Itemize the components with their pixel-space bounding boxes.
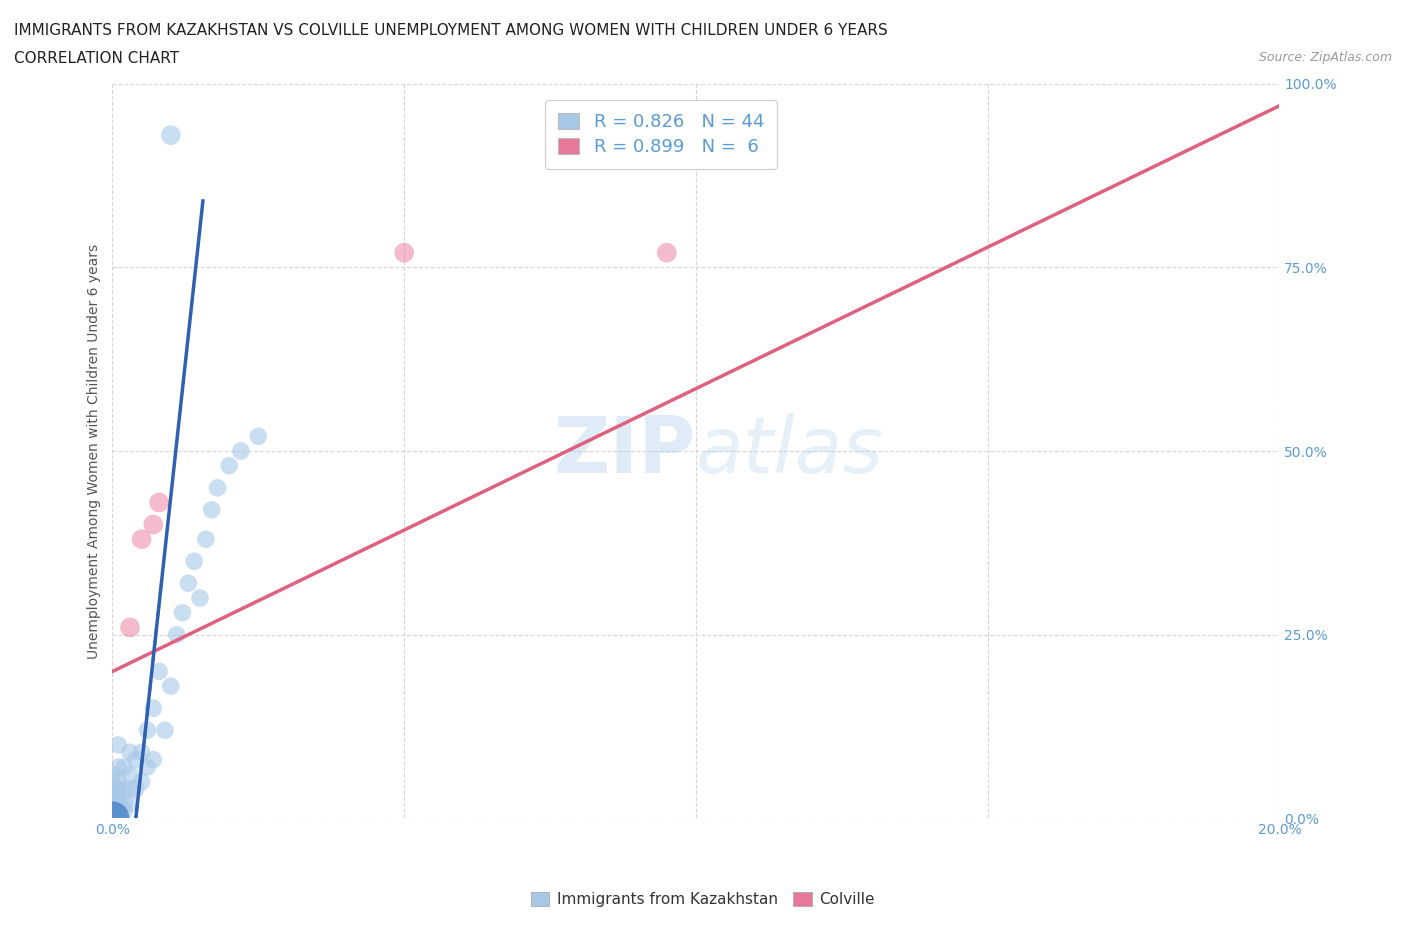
Point <box>101 789 124 804</box>
Point <box>148 664 170 679</box>
Point <box>183 554 205 569</box>
Point <box>131 745 153 760</box>
Point <box>655 246 678 260</box>
Point <box>101 796 124 811</box>
Point <box>112 804 135 818</box>
Point <box>131 774 153 789</box>
Point <box>392 246 416 260</box>
Point <box>247 429 270 444</box>
Point <box>125 781 148 796</box>
Point <box>101 767 124 782</box>
Point <box>166 628 188 643</box>
Text: IMMIGRANTS FROM KAZAKHSTAN VS COLVILLE UNEMPLOYMENT AMONG WOMEN WITH CHILDREN UN: IMMIGRANTS FROM KAZAKHSTAN VS COLVILLE U… <box>14 23 887 38</box>
Point <box>107 774 129 789</box>
Point <box>136 723 159 737</box>
Text: CORRELATION CHART: CORRELATION CHART <box>14 51 179 66</box>
Point <box>148 495 170 510</box>
Point <box>142 701 165 716</box>
Point <box>188 591 211 605</box>
Point <box>101 774 124 789</box>
Point <box>142 517 165 532</box>
Point <box>118 767 141 782</box>
Point <box>201 502 224 517</box>
Point <box>125 752 148 767</box>
Text: atlas: atlas <box>696 413 884 489</box>
Point <box>107 737 129 752</box>
Point <box>118 781 141 796</box>
Legend: R = 0.826   N = 44, R = 0.899   N =  6: R = 0.826 N = 44, R = 0.899 N = 6 <box>546 100 778 169</box>
Point <box>160 127 183 142</box>
Point <box>131 532 153 547</box>
Y-axis label: Unemployment Among Women with Children Under 6 years: Unemployment Among Women with Children U… <box>87 244 101 658</box>
Point <box>101 804 124 818</box>
Point <box>107 789 129 804</box>
Point <box>112 796 135 811</box>
Point <box>112 781 135 796</box>
Point <box>118 620 141 635</box>
Point <box>107 781 129 796</box>
Point <box>101 781 124 796</box>
Text: Source: ZipAtlas.com: Source: ZipAtlas.com <box>1258 51 1392 64</box>
Point <box>101 811 124 826</box>
Point <box>229 444 252 458</box>
Point <box>118 796 141 811</box>
Point <box>107 760 129 775</box>
Point <box>177 576 200 591</box>
Point <box>107 811 129 826</box>
Legend: Immigrants from Kazakhstan, Colville: Immigrants from Kazakhstan, Colville <box>524 885 882 913</box>
Point <box>136 760 159 775</box>
Point <box>160 679 183 694</box>
Text: ZIP: ZIP <box>554 413 696 489</box>
Point <box>172 605 194 620</box>
Point <box>153 723 176 737</box>
Point <box>142 752 165 767</box>
Point <box>107 796 129 811</box>
Point <box>218 458 240 473</box>
Point <box>107 804 129 818</box>
Point <box>118 745 141 760</box>
Point <box>194 532 217 547</box>
Point <box>112 760 135 775</box>
Point <box>207 480 229 495</box>
